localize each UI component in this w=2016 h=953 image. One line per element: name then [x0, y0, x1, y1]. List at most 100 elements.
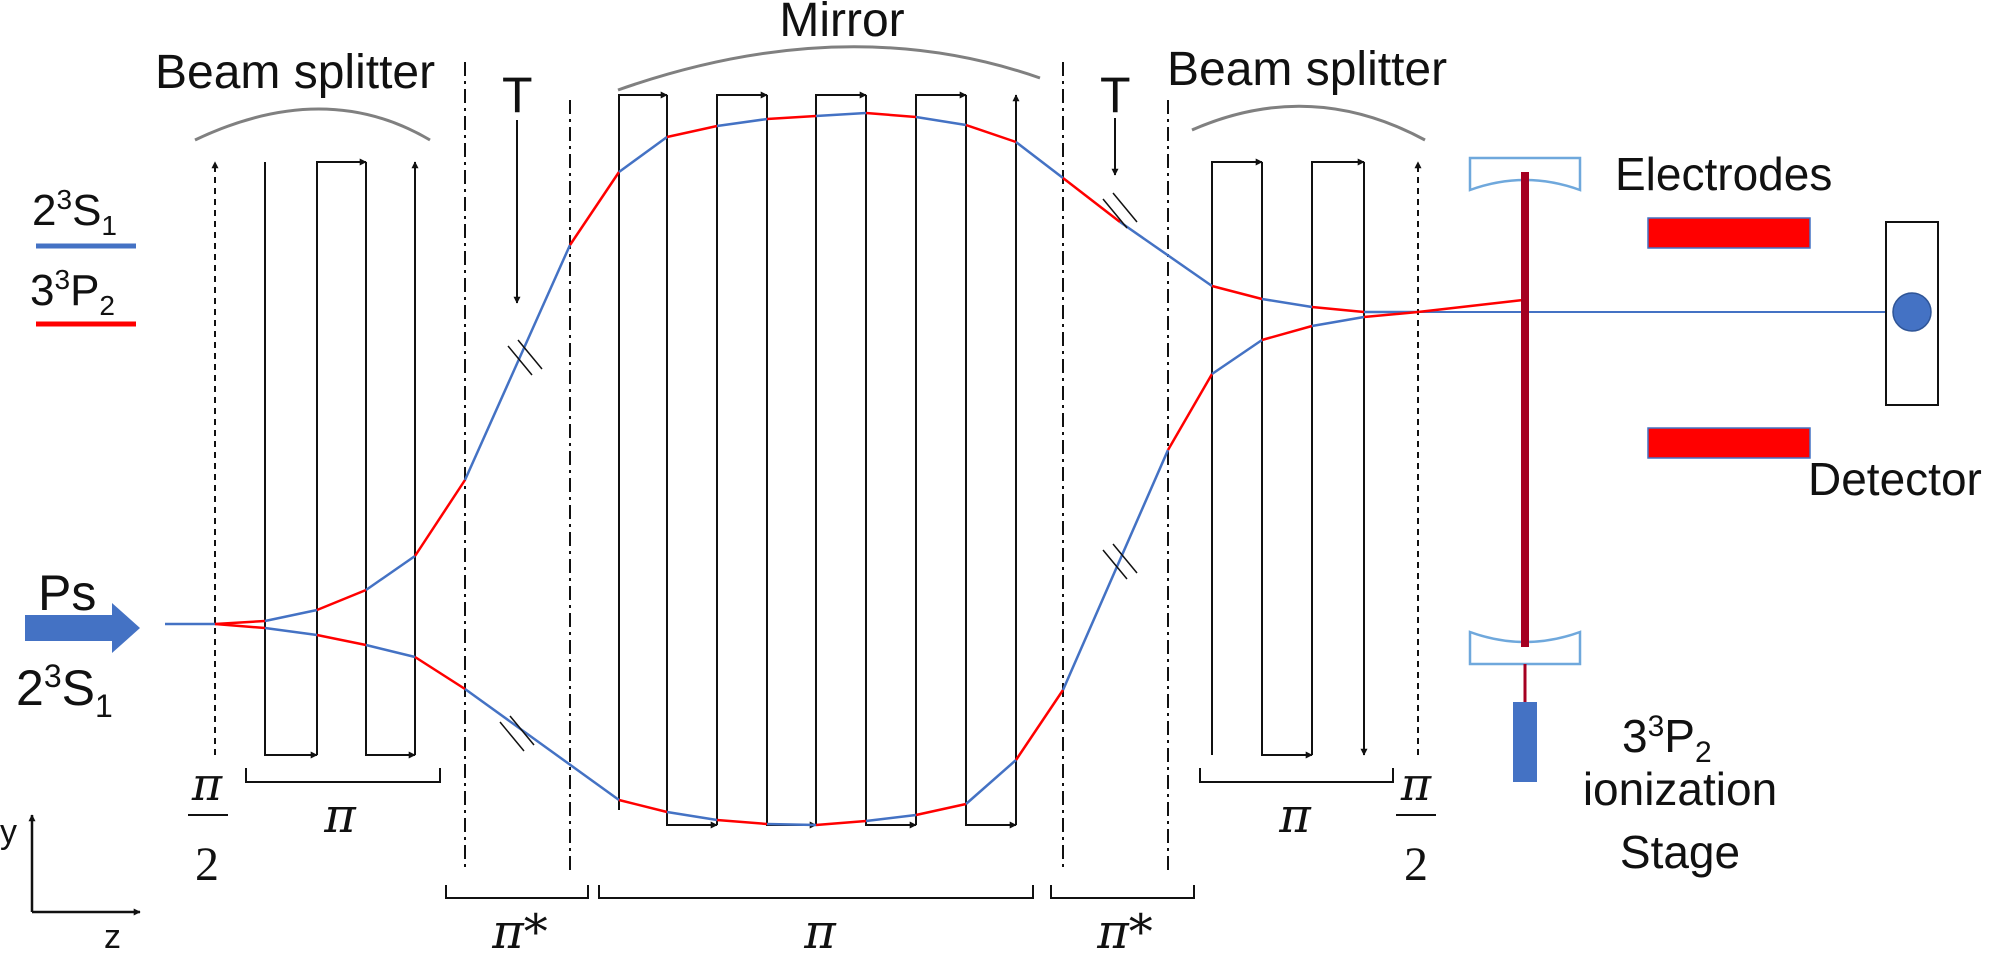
ionization-stage-block [1513, 702, 1537, 782]
break-marks [499, 192, 1138, 752]
svg-text:π: π [1400, 757, 1432, 811]
path-p-segment [716, 818, 768, 826]
path-s-segment [666, 810, 718, 822]
detector-label: Detector [1808, 453, 1982, 505]
path-s-segment [1261, 297, 1313, 309]
path-s-segment [766, 822, 817, 827]
path-p-segment [1166, 373, 1214, 451]
svg-text:2: 2 [195, 838, 219, 891]
path-p-segment [766, 114, 817, 121]
path-s-segment [618, 135, 668, 174]
axis-y-label: y [0, 813, 17, 851]
pulse-loop [316, 158, 367, 755]
pulse-loop [1261, 162, 1313, 759]
t-label-left: T [502, 67, 533, 123]
pulse-loop [1211, 158, 1263, 755]
path-s-segment [965, 759, 1017, 805]
pulse-loop [1311, 158, 1365, 755]
detector-spot [1892, 292, 1932, 332]
pulse-loop [766, 95, 817, 829]
ps-state-label: 23S1 [16, 658, 113, 724]
path-s-segment [815, 111, 867, 118]
beam-p-to-laser [1417, 298, 1524, 314]
ionization-label: ionization [1583, 763, 1777, 815]
coordinate-axes [28, 814, 141, 916]
path-s-segment [1211, 338, 1263, 376]
cavity-mirror-bottom [1468, 630, 1582, 666]
path-s-segment [1061, 449, 1170, 691]
electrode-bottom [1647, 427, 1811, 459]
pulse-loop [716, 91, 768, 825]
path-p-segment [568, 171, 621, 246]
path-p-segment [1311, 305, 1365, 314]
pulse-loop [264, 162, 318, 759]
beam-splitter-label-right: Beam splitter [1167, 43, 1447, 96]
path-p-segment [1261, 324, 1313, 342]
path-s-segment [264, 626, 318, 637]
ps-label: Ps [38, 565, 96, 621]
ps-arrow-icon [25, 603, 140, 653]
path-p-segment [618, 798, 668, 814]
path-s-segment [264, 608, 318, 623]
pulse-group-mirror [618, 91, 1020, 829]
mirror-label: Mirror [779, 0, 904, 47]
path-p-segment [865, 111, 917, 119]
path-s-segment [915, 115, 967, 127]
pi-label-right: π [1278, 788, 1312, 844]
path-p-segment [965, 123, 1017, 144]
path-p-segment [413, 479, 467, 557]
brackets [245, 768, 1394, 899]
path-s-segment [464, 687, 620, 802]
beam-splitter-arc-right [1191, 104, 1426, 142]
electrodes-label: Electrodes [1615, 148, 1832, 200]
pi-star-label-left: π* [491, 904, 548, 953]
pulse-group-right [1211, 158, 1422, 759]
beam-splitter-label-left: Beam splitter [155, 46, 435, 99]
pulse-loop [666, 95, 718, 829]
path-s-segment [365, 554, 416, 592]
path-s-segment [1119, 220, 1213, 288]
axis-z-label: z [104, 918, 121, 953]
legend-s-label: 23S1 [32, 184, 117, 241]
electrode-top [1647, 217, 1811, 249]
pulse-loop [915, 91, 967, 825]
path-p-segment [1363, 310, 1419, 319]
pulse-loop [618, 91, 668, 810]
path-s-segment [865, 813, 917, 823]
svg-text:π: π [191, 757, 223, 811]
path-p-segment [316, 588, 367, 612]
path-p-segment [815, 819, 867, 827]
path-p-segment [915, 802, 967, 817]
path-p-segment [1211, 284, 1263, 301]
path-s-segment [716, 117, 768, 128]
pulse-loop [365, 162, 416, 759]
t-label-right: T [1100, 67, 1131, 123]
path-p-segment [214, 622, 266, 630]
half-pi-left: π 2 [188, 757, 228, 891]
mirror-arc [617, 45, 1041, 92]
path-p-segment [316, 633, 367, 647]
pi-label-mirror: π [803, 904, 837, 953]
path-lower [214, 310, 1419, 827]
stage-label: Stage [1620, 826, 1740, 878]
pulse-group-left [211, 158, 419, 759]
half-pi-right: π 2 [1396, 757, 1436, 891]
path-s-segment [1311, 315, 1365, 328]
svg-text:2: 2 [1404, 838, 1428, 891]
ionization-state-label: 33P2 [1622, 710, 1712, 769]
pi-label-left: π [323, 788, 357, 844]
path-s-segment [463, 244, 572, 481]
pulse-loop [815, 91, 867, 825]
path-p-segment [414, 655, 466, 691]
beam-splitter-arc-left [194, 107, 431, 142]
legend-p-label: 33P2 [30, 264, 115, 321]
path-p-segment [666, 124, 718, 139]
path-p-segment [1062, 177, 1121, 223]
pulse-loop [965, 95, 1017, 829]
path-upper [165, 111, 1418, 626]
pulse-loop [865, 95, 917, 829]
path-p-segment [1014, 689, 1065, 761]
pi-star-lines-right [1062, 62, 1169, 870]
path-s-segment [1015, 141, 1064, 179]
